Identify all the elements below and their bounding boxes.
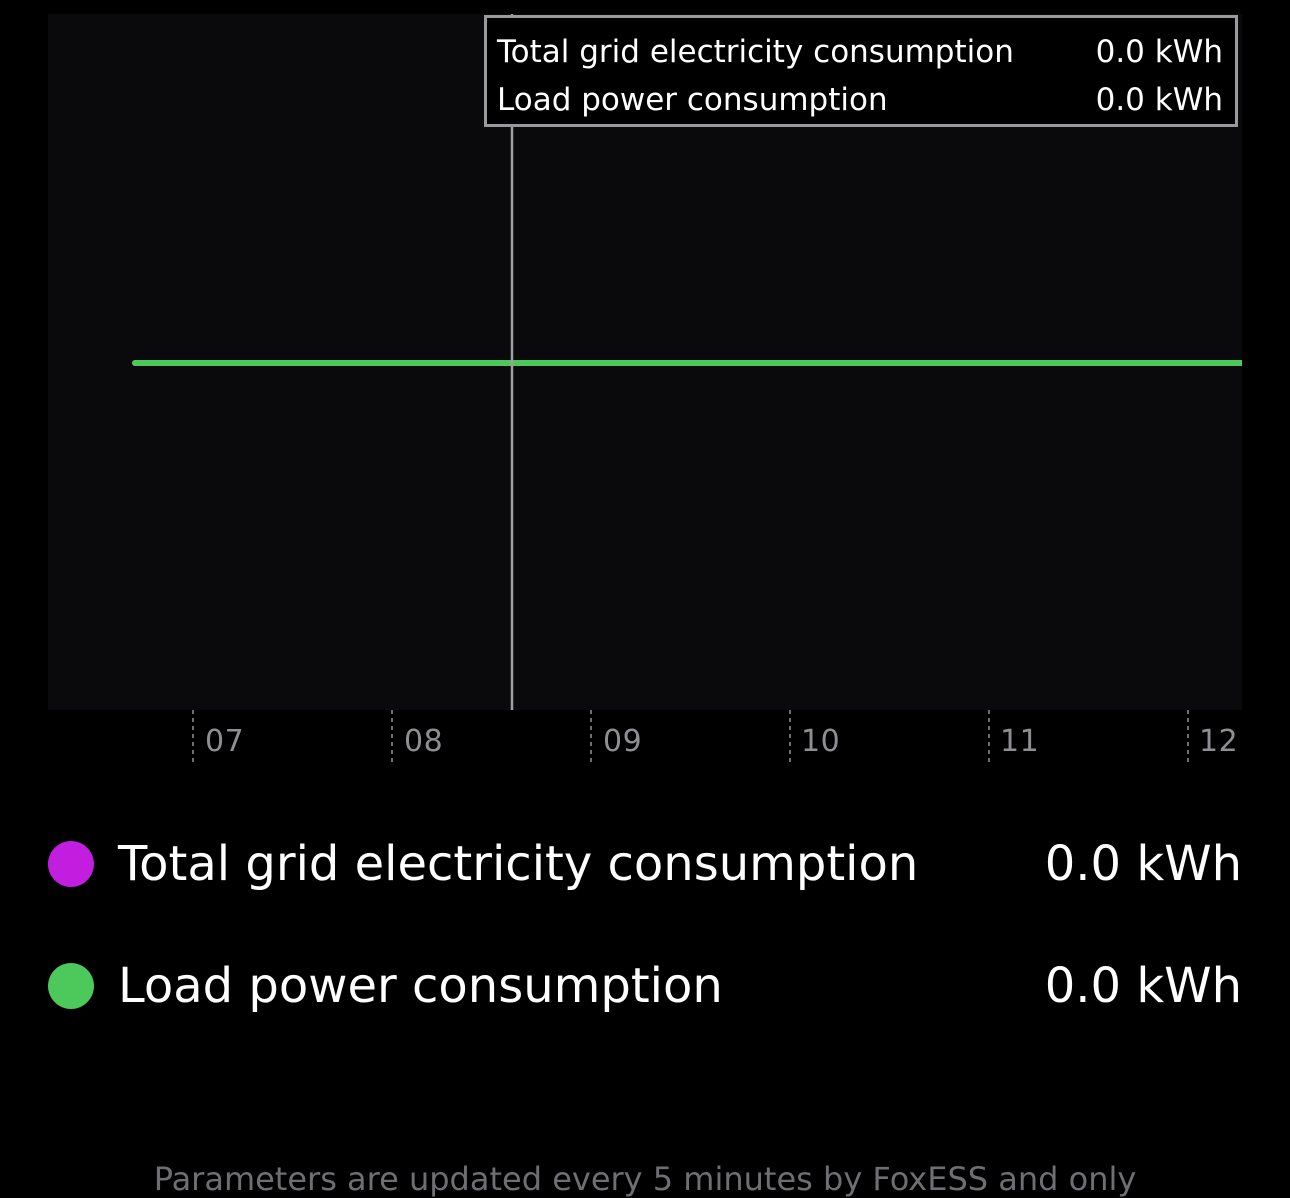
legend-grid-label: Total grid electricity consumption	[118, 836, 919, 892]
legend-load-value: 0.0 kWh	[1044, 958, 1242, 1014]
green-dot-icon	[48, 963, 94, 1009]
purple-dot-icon	[48, 841, 94, 887]
x-tick-label-08: 08	[404, 724, 444, 759]
x-tick-label-12: 12	[1199, 724, 1239, 759]
chart-svg	[132, 14, 1242, 710]
x-tick-label-07: 07	[205, 724, 245, 759]
tooltip-load-label: Load power consumption	[497, 82, 888, 118]
legend-load-label: Load power consumption	[118, 958, 723, 1014]
x-tick-label-10: 10	[801, 724, 841, 759]
tooltip-row-grid: Total grid electricity consumption 0.0 k…	[497, 30, 1223, 74]
x-tick-label-11: 11	[1000, 724, 1040, 759]
legend-grid-value: 0.0 kWh	[1044, 836, 1242, 892]
tooltip-grid-label: Total grid electricity consumption	[497, 34, 1014, 70]
legend-item-grid[interactable]: Total grid electricity consumption 0.0 k…	[48, 834, 1242, 894]
tooltip-grid-value: 0.0 kWh	[1095, 34, 1223, 70]
chart-tooltip: Total grid electricity consumption 0.0 k…	[484, 15, 1238, 127]
x-axis-ticks	[192, 710, 1189, 762]
chart-plot-area[interactable]	[48, 14, 1242, 710]
footer-note: Parameters are updated every 5 minutes b…	[153, 1160, 1137, 1198]
tooltip-row-load: Load power consumption 0.0 kWh	[497, 78, 1223, 122]
x-tick-label-09: 09	[603, 724, 643, 759]
tooltip-load-value: 0.0 kWh	[1095, 82, 1223, 118]
legend-item-load[interactable]: Load power consumption 0.0 kWh	[48, 956, 1242, 1016]
